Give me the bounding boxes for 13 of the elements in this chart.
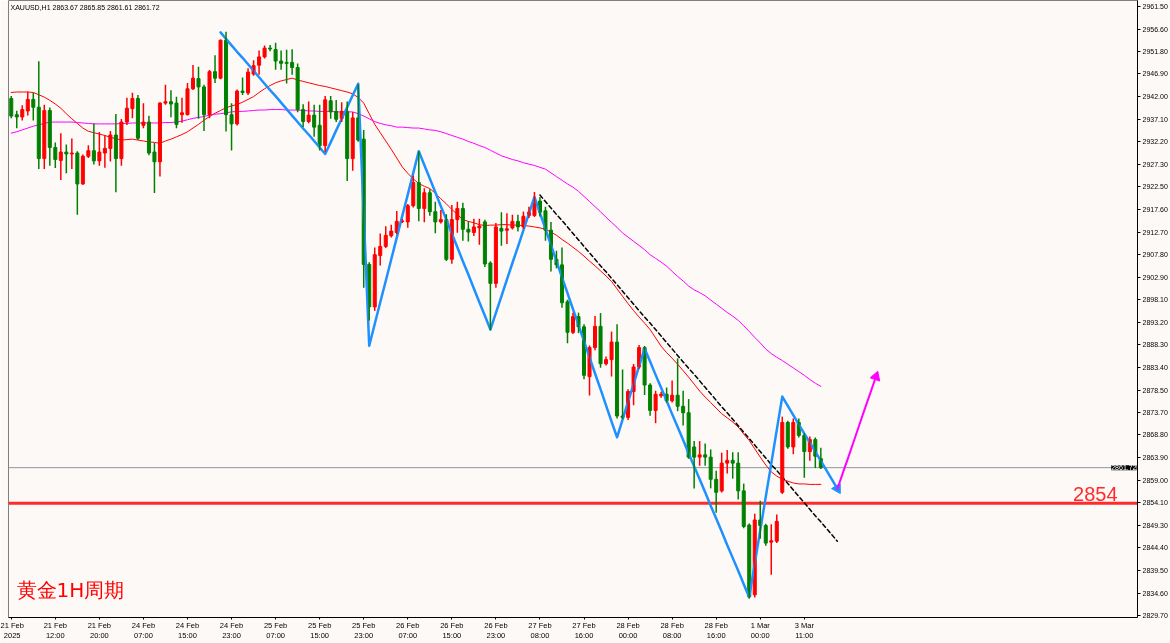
- candlestick: [218, 39, 223, 80]
- candlestick: [75, 151, 80, 215]
- candlestick: [499, 212, 504, 246]
- candlestick: [229, 103, 234, 151]
- annotation: 黄金1H周期: [16, 577, 125, 602]
- line-series: [539, 194, 839, 542]
- candlestick: [598, 313, 603, 368]
- candlestick: [769, 524, 774, 575]
- candlestick: [306, 101, 311, 124]
- candlestick: [697, 441, 702, 466]
- ref-line-label: 2854: [1073, 483, 1118, 506]
- candlestick: [64, 144, 69, 174]
- candlestick: [141, 103, 146, 129]
